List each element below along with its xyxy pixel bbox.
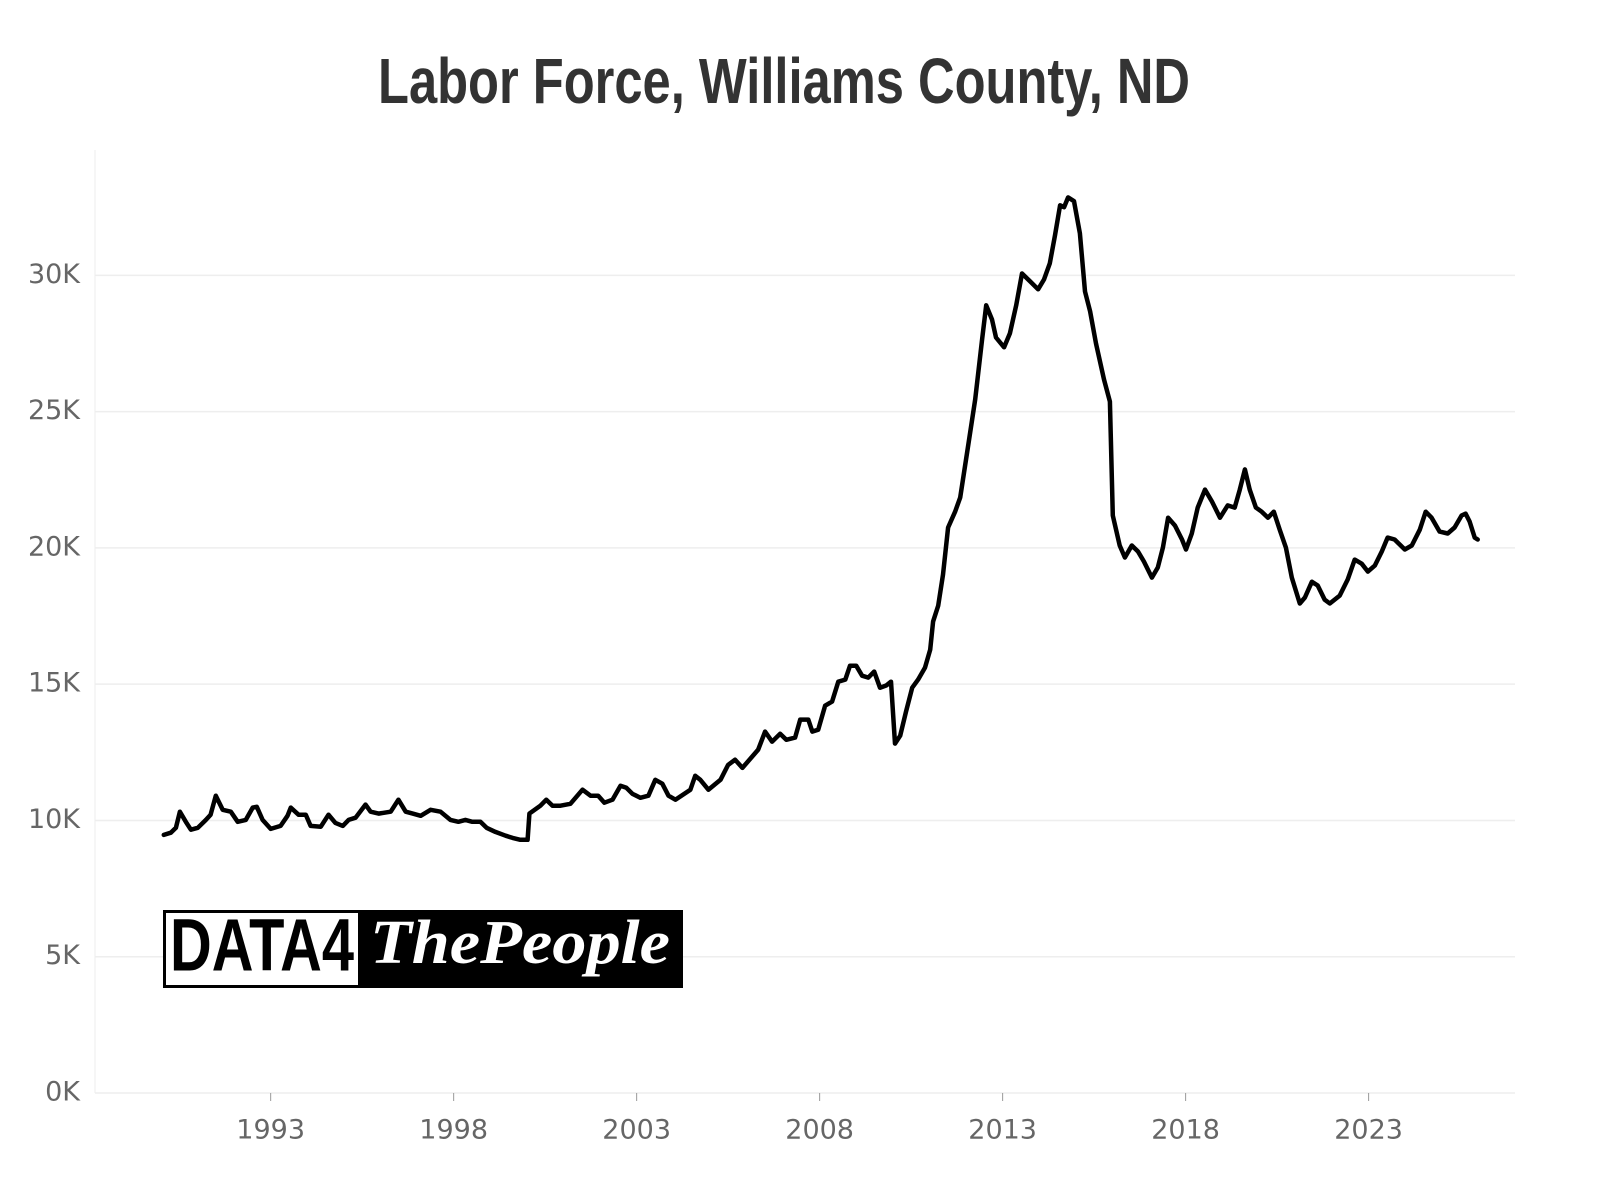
y-tick-label: 15K <box>28 668 81 699</box>
y-tick-label: 0K <box>45 1077 81 1108</box>
logo-left-box <box>166 913 358 985</box>
y-tick-label: 5K <box>45 940 81 971</box>
y-tick-label: 30K <box>28 259 81 290</box>
x-tick-label: 2008 <box>785 1115 854 1146</box>
x-tick-label: 2018 <box>1151 1115 1220 1146</box>
x-tick-label: 1998 <box>419 1115 488 1146</box>
chart-title: Labor Force, Williams County, ND <box>378 45 1190 117</box>
logo-right-text: ThePeople <box>370 909 670 977</box>
y-tick-label: 20K <box>28 531 81 562</box>
logo-left-text: DATA4 <box>170 904 354 987</box>
logo: DATA4 ThePeople <box>163 904 683 988</box>
y-tick-label: 10K <box>28 804 81 835</box>
x-tick-label: 2013 <box>968 1115 1037 1146</box>
x-tick-label: 2023 <box>1334 1115 1403 1146</box>
x-tick-label: 1993 <box>236 1115 305 1146</box>
data-line <box>161 195 1480 843</box>
y-tick-label: 25K <box>28 395 81 426</box>
x-tick-label: 2003 <box>602 1115 671 1146</box>
